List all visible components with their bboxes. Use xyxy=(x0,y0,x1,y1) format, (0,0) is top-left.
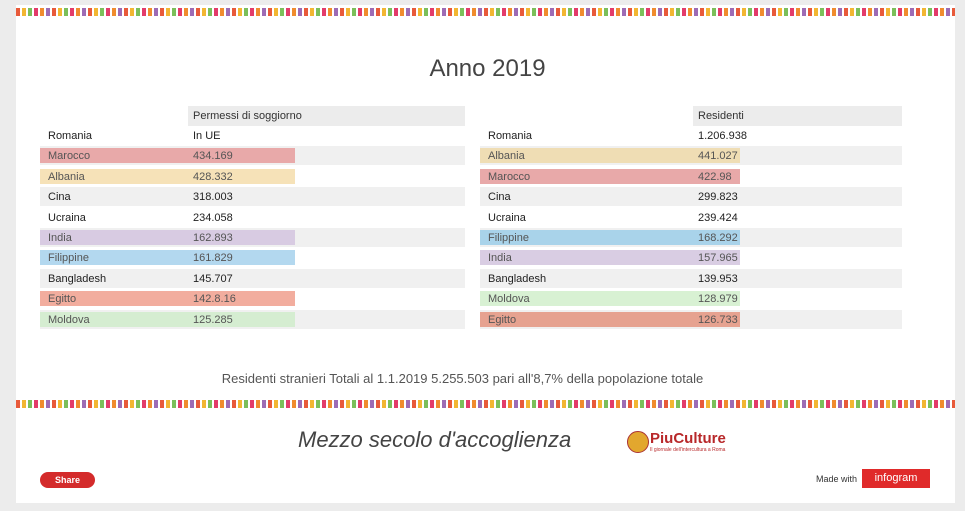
cell: 157.965 xyxy=(698,252,738,265)
cell: 162.893 xyxy=(193,232,233,244)
row-highlight xyxy=(480,230,740,245)
tagline: Mezzo secolo d'accoglienza xyxy=(298,427,572,452)
cell: Romania xyxy=(48,130,93,142)
cell: Romania xyxy=(488,130,533,142)
row-highlight xyxy=(480,291,740,307)
cell: Filippine xyxy=(48,252,89,265)
logo-icon xyxy=(627,431,649,453)
cell: 441.027 xyxy=(698,150,738,163)
cell: India xyxy=(48,232,72,244)
cell: 161.829 xyxy=(193,252,233,265)
row-bg xyxy=(40,268,465,288)
cell: Albania xyxy=(488,150,525,163)
cell: 422.98 xyxy=(698,170,732,183)
share-button[interactable]: Share xyxy=(40,472,95,488)
header-bg xyxy=(188,106,465,126)
row-bg xyxy=(480,187,902,207)
cell: India xyxy=(488,252,512,265)
footnote: Residenti stranieri Totali al 1.1.2019 5… xyxy=(221,371,704,386)
cell: In UE xyxy=(193,130,221,142)
cell: Ucraina xyxy=(488,211,526,224)
cell: 234.058 xyxy=(193,211,233,224)
row-highlight xyxy=(480,311,740,327)
cell: 1.206.938 xyxy=(698,130,747,142)
cell: Marocco xyxy=(488,170,531,183)
brand[interactable]: infogram xyxy=(862,469,930,488)
cell: 126.733 xyxy=(698,313,738,326)
row-highlight xyxy=(40,168,295,184)
row-highlight xyxy=(40,250,295,266)
stripe xyxy=(16,8,955,16)
row-highlight xyxy=(480,250,740,266)
row-highlight xyxy=(40,230,295,245)
header: Permessi di soggiorno xyxy=(193,110,302,122)
cell: 145.707 xyxy=(193,272,233,285)
cell: 142.8.16 xyxy=(193,293,236,306)
cell: 299.823 xyxy=(698,191,738,204)
cell: 128.979 xyxy=(698,293,738,306)
logo-subtitle: Il giornale dell'intercultura a Roma xyxy=(650,447,726,453)
row-highlight xyxy=(480,148,740,164)
cell: Albania xyxy=(48,170,85,183)
cell: 428.332 xyxy=(193,170,233,183)
logo-name: PiuCulture xyxy=(650,430,726,447)
cell: 168.292 xyxy=(698,232,738,244)
cell: 125.285 xyxy=(193,313,233,326)
cell: Moldova xyxy=(488,293,530,306)
row-bg xyxy=(480,268,902,288)
cell: Cina xyxy=(488,191,511,204)
made-with: Made with xyxy=(816,474,858,484)
row-highlight xyxy=(480,168,740,184)
header-bg xyxy=(693,106,902,126)
header: Residenti xyxy=(698,110,744,122)
row-highlight xyxy=(40,311,295,327)
cell: Bangladesh xyxy=(48,272,107,285)
title: Anno 2019 xyxy=(429,55,546,82)
cell: 434.169 xyxy=(193,150,233,163)
cell: 318.003 xyxy=(193,191,233,204)
row-bg xyxy=(40,187,465,207)
row-highlight xyxy=(40,148,295,164)
stripe xyxy=(16,400,955,408)
cell: Cina xyxy=(48,191,71,204)
cell: Egitto xyxy=(48,293,77,306)
row-highlight xyxy=(40,291,295,307)
cell: 139.953 xyxy=(698,272,738,285)
cell: Moldova xyxy=(48,313,90,326)
cell: Bangladesh xyxy=(488,272,547,285)
cell: Marocco xyxy=(48,150,91,163)
cell: Ucraina xyxy=(48,211,86,224)
cell: 239.424 xyxy=(698,211,738,224)
cell: Egitto xyxy=(488,313,517,326)
cell: Filippine xyxy=(488,232,529,244)
